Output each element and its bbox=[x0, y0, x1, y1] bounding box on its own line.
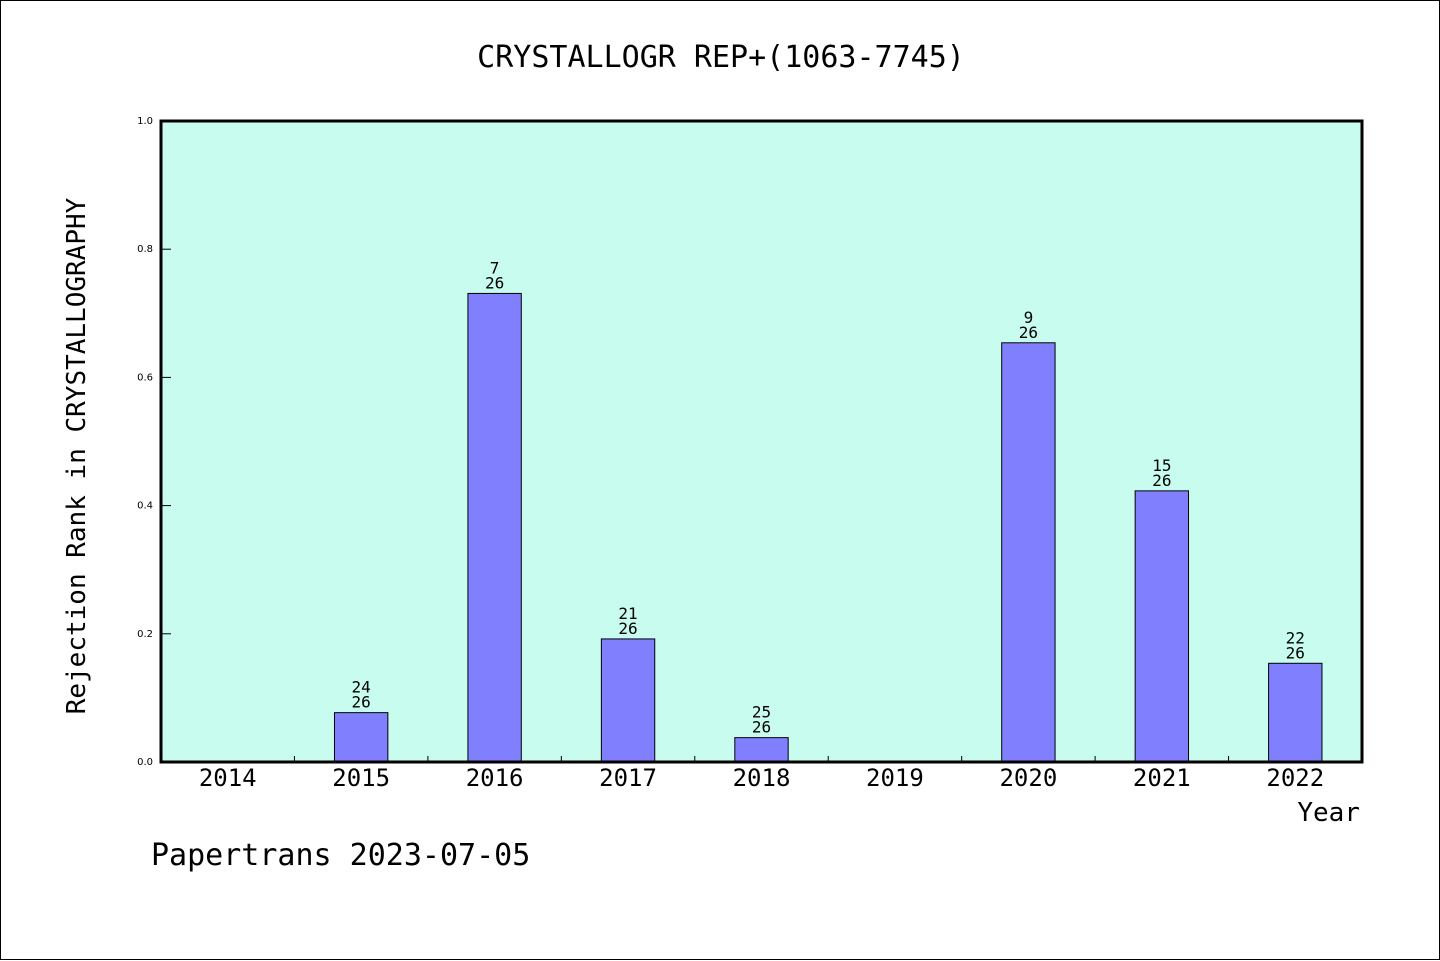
x-tick-label: 2020 bbox=[999, 764, 1057, 792]
bar bbox=[1134, 490, 1190, 763]
y-axis-label: Rejection Rank in CRYSTALLOGRAPHY bbox=[62, 197, 92, 714]
bar-label-rank: 9 bbox=[1024, 308, 1034, 327]
bar-label-rank: 7 bbox=[490, 258, 500, 277]
x-axis-ticks: 2014 2015 2016 2017 2018 2019 2020 2021 2022 bbox=[199, 756, 1324, 792]
bar bbox=[1268, 662, 1323, 763]
x-tick-label: 2014 bbox=[199, 764, 257, 792]
y-tick-label: 1.0 bbox=[137, 116, 153, 127]
y-tick-label: 0.8 bbox=[137, 244, 153, 255]
bar-label-total: 26 bbox=[1286, 643, 1305, 662]
bar-series bbox=[333, 292, 1323, 763]
y-tick-label: 0.6 bbox=[137, 372, 153, 383]
bar bbox=[467, 292, 522, 763]
footer-credit: Papertrans 2023-07-05 bbox=[151, 838, 530, 873]
bar-label-rank: 24 bbox=[352, 678, 371, 697]
bar-label-total: 26 bbox=[618, 619, 637, 638]
bar bbox=[333, 712, 389, 763]
x-tick-label: 2016 bbox=[466, 764, 524, 792]
x-tick-label: 2022 bbox=[1266, 764, 1324, 792]
bar-label-rank: 22 bbox=[1286, 628, 1305, 647]
chart-title: CRYSTALLOGR REP+(1063-7745) bbox=[477, 40, 965, 75]
bar-label-total: 26 bbox=[352, 693, 371, 712]
x-axis-label: Year bbox=[1297, 798, 1360, 828]
bar bbox=[600, 638, 656, 763]
x-tick-label: 2017 bbox=[599, 764, 657, 792]
bar-label-total: 26 bbox=[1152, 471, 1171, 490]
bar bbox=[1001, 342, 1056, 763]
y-tick-label: 0.4 bbox=[137, 501, 153, 512]
x-tick-label: 2018 bbox=[733, 764, 791, 792]
bar-label-rank: 25 bbox=[752, 703, 771, 722]
bar-label-total: 26 bbox=[1019, 323, 1038, 342]
y-tick-label: 0.0 bbox=[137, 757, 153, 768]
y-tick-label: 0.2 bbox=[137, 629, 153, 640]
x-tick-label: 2021 bbox=[1133, 764, 1191, 792]
plot-border bbox=[159, 119, 1364, 764]
x-tick-label: 2019 bbox=[866, 764, 924, 792]
bar-label-rank: 21 bbox=[618, 604, 637, 623]
bar-label-rank: 15 bbox=[1152, 456, 1171, 475]
bar-label-total: 26 bbox=[752, 718, 771, 737]
bar bbox=[734, 737, 789, 763]
bar-label-total: 26 bbox=[485, 273, 504, 292]
x-tick-label: 2015 bbox=[332, 764, 390, 792]
